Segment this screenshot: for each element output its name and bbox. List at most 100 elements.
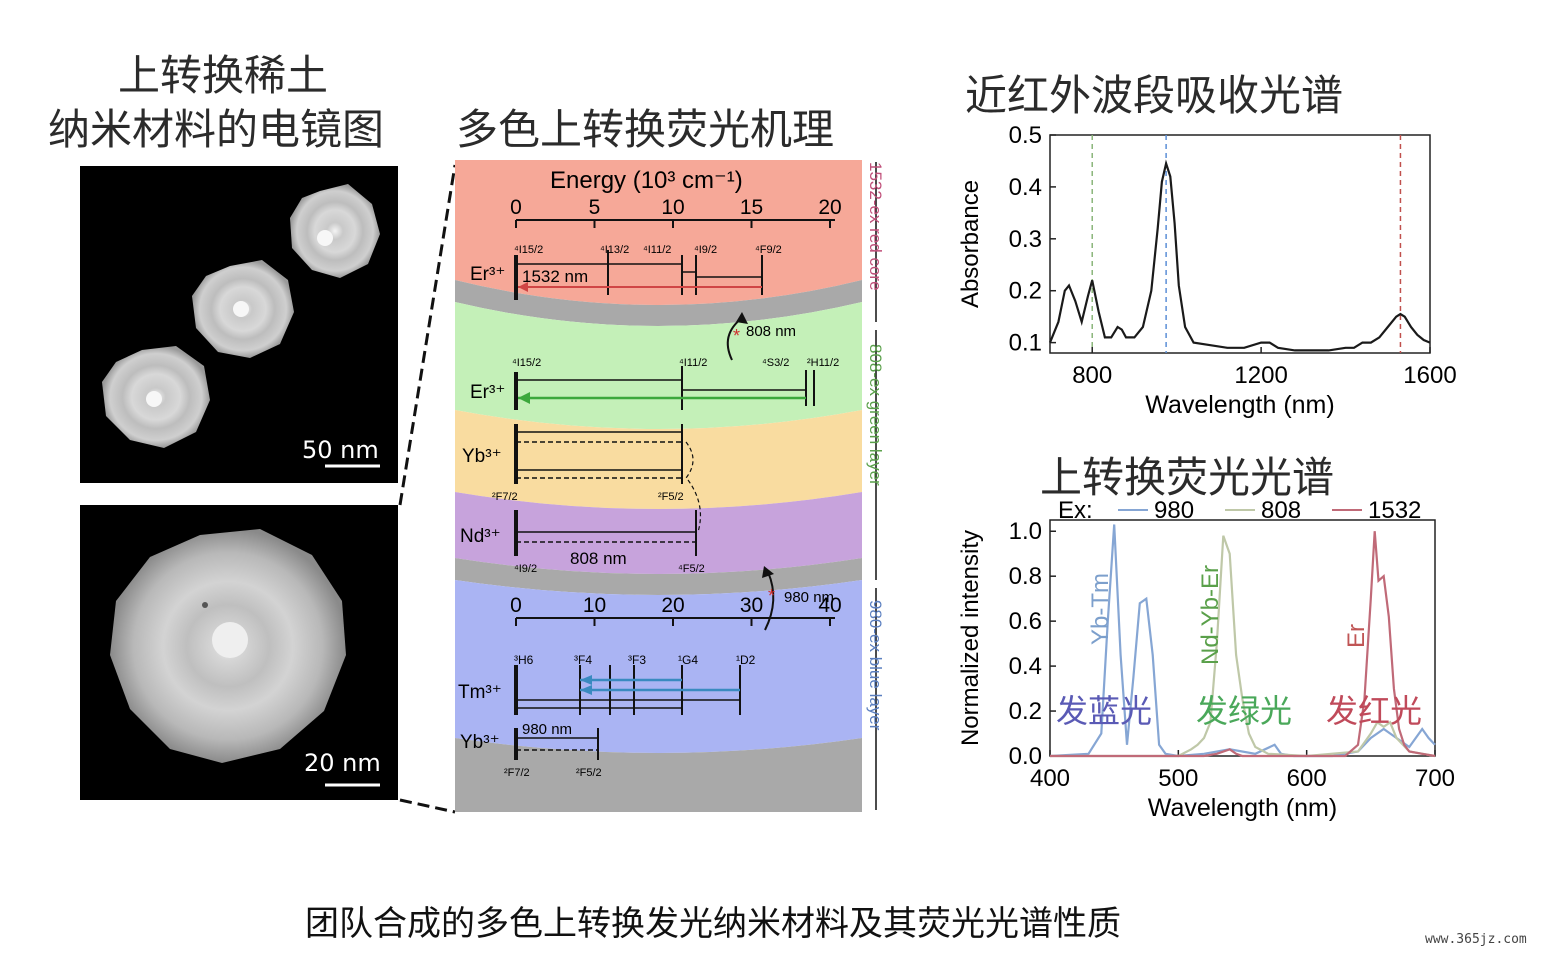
series-line-808 [1050,535,1436,758]
mechanism-title: 多色上转换荧光机理 [456,105,835,154]
state-tm-1: ³H6 [514,653,534,667]
side-label-green: 808-ex green layer [866,344,885,486]
emission-chart: 400 500 600 700 0.0 0.2 0.4 0.6 0.8 1.0 Wavelength… [957,497,1455,822]
state-yb2-1: ²F7/2 [504,767,530,779]
layer-core [455,160,862,305]
nanoparticle-1 [290,184,380,278]
shell-gray-1 [455,280,862,326]
y-tick-label: 0.5 [1009,122,1042,149]
series-line [1048,159,1431,352]
ion-nd: Nd³⁺ [460,526,501,547]
x-tick-label: 600 [1287,765,1327,792]
figure-caption: 团队合成的多色上转换发光纳米材料及其荧光光谱性质 [305,904,1121,944]
y-tick-label: 0.3 [1009,226,1042,253]
x-tick-label: 500 [1158,765,1198,792]
legend-prefix: Ex: [1058,497,1093,524]
svg-text:*: * [768,586,775,606]
side-label-blue: 980-ex blue layer [866,600,885,731]
legend-entry: 980 [1154,497,1194,524]
layer-blue [455,580,862,753]
plot-frame [1049,134,1431,354]
absorption-title: 近红外波段吸收光谱 [965,71,1344,120]
y-tick-label: 0.8 [1009,563,1042,590]
tem-title-line1: 上转换稀土 [118,51,329,100]
y-axis-label: Normalized intensity [957,530,984,746]
y-tick-label: 0.2 [1009,278,1042,305]
x-axis-label: Wavelength (nm) [1148,794,1337,822]
annotation-label: Yb-Tm [1087,573,1114,645]
legend-entry: 808 [1261,497,1301,524]
x-tick-label: 800 [1072,362,1112,389]
shell-gray-2 [455,558,862,595]
state-green-4: ²H11/2 [807,357,839,369]
shell-gray-3 [455,738,862,812]
y-tick-label: 1.0 [1009,518,1042,545]
energy-tick-label: 15 [740,196,763,219]
state-core-5: ⁴F9/2 [755,244,782,256]
scale-label-top: 50 nm [302,436,379,464]
side-label-core: 1532-ex red core [866,162,885,291]
tem-title-line2: 纳米材料的电镜图 [48,105,385,154]
energy-tick-label: 20 [818,196,841,219]
series-line-980 [1049,524,1436,758]
y-axis-label: Absorbance [957,180,984,308]
state-tm-2: ³F4 [574,653,592,667]
state-tm-4: ¹G4 [678,653,698,667]
energy-tick-label: 10 [583,594,606,617]
state-core-3: ⁴I11/2 [643,244,671,256]
state-green-3: ⁴S3/2 [762,357,789,369]
absorption-chart: 800 1200 1600 0.1 0.2 0.3 0.4 0.5 Wavelength (nm… [957,122,1457,419]
layer-purple [455,492,862,574]
ion-tm: Tm³⁺ [458,682,502,703]
energy-axis-title: Energy (10³ cm⁻¹) [550,167,743,194]
emission-title: 上转换荧光光谱 [1040,453,1335,502]
state-yb-2: ²F5/2 [658,491,684,503]
label-980nm-yb: 980 nm [522,721,572,738]
legend-entry: 1532 [1368,497,1421,524]
label-808nm-nd: 808 nm [570,549,627,568]
zoom-lines [398,164,457,814]
tem-image-bottom: 20 nm [80,505,398,800]
annotation-label: 发蓝光 [1056,693,1152,729]
y-tick-label: 0.2 [1009,698,1042,725]
state-green-2: ⁴I11/2 [679,357,707,369]
ion-yb-bottom: Yb³⁺ [460,732,500,753]
state-green-1: ⁴I15/2 [512,357,541,369]
energy-ticks-bottom: 0 10 20 30 40 [510,594,842,626]
annotation-label: 发红光 [1326,693,1422,729]
y-tick-label: 0.0 [1009,743,1042,770]
energy-tick-label: 0 [510,196,522,219]
watermark: www.365jz.com [1425,932,1527,947]
x-tick-label: 1200 [1234,362,1287,389]
ion-er-green: Er³⁺ [470,382,505,403]
x-tick-label: 700 [1415,765,1455,792]
state-yb-1: ²F7/2 [492,491,518,503]
x-axis-label: Wavelength (nm) [1145,391,1334,419]
layer-yellow [455,410,862,509]
y-tick-label: 0.4 [1009,174,1042,201]
annotation-label: Nd-Yb-Er [1197,565,1224,665]
annotation-label: Er [1343,624,1370,648]
state-tm-3: ³F3 [628,653,646,667]
state-tm-5: ¹D2 [736,653,756,667]
tem-image-top: 50 nm [80,166,398,483]
label-980nm: 980 nm [784,589,834,606]
x-tick-label: 1600 [1403,362,1456,389]
ion-yb: Yb³⁺ [462,446,502,467]
annotation-label: 发绿光 [1196,693,1292,729]
mechanism-diagram: Energy (10³ cm⁻¹) 0 5 10 15 20 Er³⁺ 1532 nm … [450,160,890,815]
energy-ticks-top: 0 5 10 15 20 [510,196,842,228]
scale-label-bottom: 20 nm [304,749,381,777]
y-tick-label: 0.4 [1009,653,1042,680]
tem-particles-top [102,184,380,468]
series-line-1532 [1050,531,1436,758]
state-core-1: ⁴I15/2 [514,244,543,256]
energy-tick-label: 40 [818,594,841,617]
state-core-4: ⁴I9/2 [694,244,717,256]
ion-er-core: Er³⁺ [470,264,505,285]
state-yb2-2: ²F5/2 [576,767,602,779]
y-tick-label: 0.1 [1009,330,1042,357]
energy-tick-label: 10 [661,196,684,219]
x-tick-label: 400 [1030,765,1070,792]
state-nd-2: ⁴F5/2 [678,563,705,575]
